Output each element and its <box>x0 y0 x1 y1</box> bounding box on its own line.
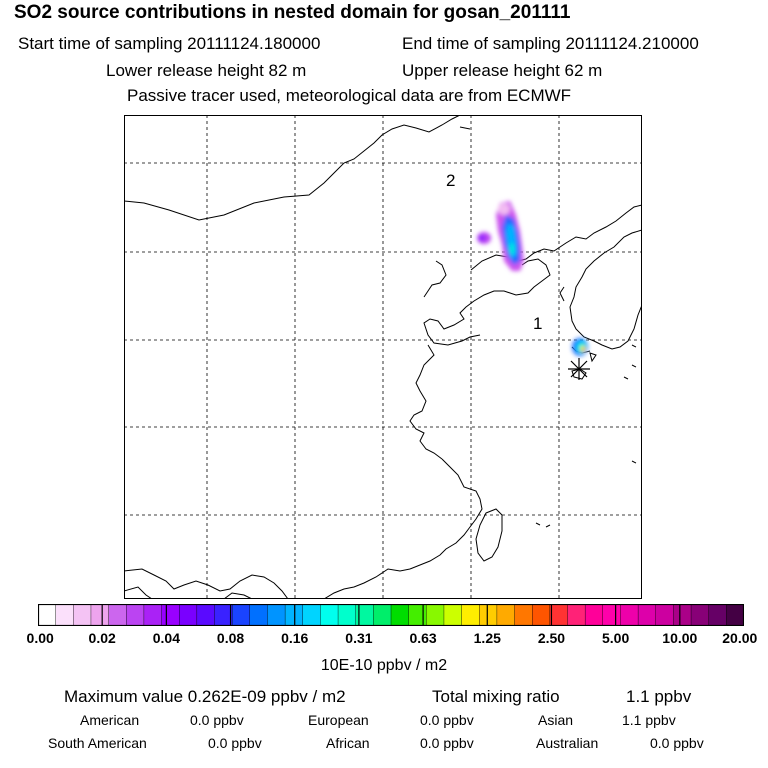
colorbar-cell <box>708 604 727 626</box>
total-mixing-ratio-value: 1.1 ppbv <box>626 687 692 706</box>
region-name-american: American <box>80 712 140 728</box>
colorbar-tick-label: 0.02 <box>88 630 116 646</box>
colorbar-cell <box>249 604 268 626</box>
colorbar-tick-label: 5.00 <box>602 630 630 646</box>
colorbar-cell <box>302 604 321 626</box>
data-source-note: Passive tracer used, meteorological data… <box>127 86 572 105</box>
colorbar-cell <box>90 604 110 626</box>
colorbar-cell <box>178 604 198 626</box>
colorbar-tick-label: 1.25 <box>473 630 501 646</box>
maximum-value: Maximum value 0.262E-09 ppbv / m2 <box>64 687 346 706</box>
region-value-south-american: 0.0 ppbv <box>208 735 262 751</box>
region-name-european: European <box>308 712 369 728</box>
map-panel: 2 1 <box>124 115 642 599</box>
colorbar-cell <box>690 604 710 626</box>
colorbar-tick-label: 0.31 <box>345 630 373 646</box>
region-value-asian: 1.1 ppbv <box>622 712 676 728</box>
colorbar-cell <box>461 604 480 626</box>
colorbar-tick-label: 0.00 <box>26 630 54 646</box>
colorbar-cell <box>549 604 569 626</box>
upper-release-height: Upper release height 62 m <box>402 61 603 80</box>
page-title: SO2 source contributions in nested domai… <box>14 2 571 23</box>
colorbar-cell <box>126 604 145 626</box>
colorbar-tick-label: 0.04 <box>152 630 180 646</box>
region-name-african: African <box>326 735 370 751</box>
colorbar-cell <box>143 604 163 626</box>
colorbar-cell <box>73 604 92 626</box>
colorbar-tick-label: 10.00 <box>662 630 698 646</box>
colorbar-tick-label: 2.50 <box>537 630 566 646</box>
tracer-plume-south <box>572 338 588 356</box>
colorbar-cell <box>673 604 692 626</box>
colorbar-cell <box>584 604 604 626</box>
region-value-american: 0.0 ppbv <box>190 712 244 728</box>
region-value-african: 0.0 ppbv <box>420 735 474 751</box>
colorbar-cell <box>620 604 639 626</box>
region-name-australian: Australian <box>536 735 599 751</box>
colorbar-cell <box>373 604 392 626</box>
colorbar-cell <box>655 604 674 626</box>
colorbar-cell <box>637 604 657 626</box>
colorbar-cell <box>108 604 127 626</box>
colorbar-units: 10E-10 ppbv / m2 <box>320 657 448 674</box>
colorbar-cell <box>443 604 463 626</box>
region-value-european: 0.0 ppbv <box>420 712 474 728</box>
colorbar-tick-label: 20.00 <box>722 630 758 646</box>
colorbar-cell <box>38 604 57 626</box>
total-mixing-ratio-label: Total mixing ratio <box>432 687 560 706</box>
lower-release-height: Lower release height 82 m <box>106 61 307 80</box>
colorbar-cell <box>284 604 304 626</box>
colorbar-cell <box>231 604 251 626</box>
colorbar-cell <box>161 604 180 626</box>
colorbar-cell <box>214 604 233 626</box>
colorbar-cell <box>479 604 498 626</box>
colorbar-cell <box>408 604 427 626</box>
region-name-asian: Asian <box>538 712 574 728</box>
colorbar-cell <box>196 604 216 626</box>
colorbar-cell <box>726 604 744 626</box>
region-name-south-american: South American <box>48 735 147 751</box>
colorbar-cell <box>337 604 357 626</box>
colorbar-cell <box>267 604 286 626</box>
colorbar <box>38 604 744 626</box>
region-label-2: 2 <box>446 171 455 190</box>
colorbar-cell <box>532 604 551 626</box>
colorbar-cell <box>514 604 533 626</box>
colorbar-cell <box>567 604 586 626</box>
colorbar-tick-label: 0.63 <box>409 630 437 646</box>
colorbar-cell <box>55 604 74 626</box>
colorbar-cell <box>496 604 516 626</box>
tracer-plume-north <box>477 201 524 271</box>
colorbar-tick-label: 0.08 <box>216 630 245 646</box>
region-label-1: 1 <box>533 314 542 333</box>
receptor-marker-icon <box>568 358 590 380</box>
end-time: End time of sampling 20111124.210000 <box>402 34 699 53</box>
colorbar-cell <box>426 604 445 626</box>
colorbar-cell <box>320 604 339 626</box>
colorbar-tick-label: 0.16 <box>281 630 309 646</box>
colorbar-cell <box>390 604 410 626</box>
region-value-australian: 0.0 ppbv <box>650 735 704 751</box>
coastlines <box>124 115 642 599</box>
colorbar-cell <box>602 604 621 626</box>
start-time: Start time of sampling 20111124.180000 <box>18 34 321 53</box>
